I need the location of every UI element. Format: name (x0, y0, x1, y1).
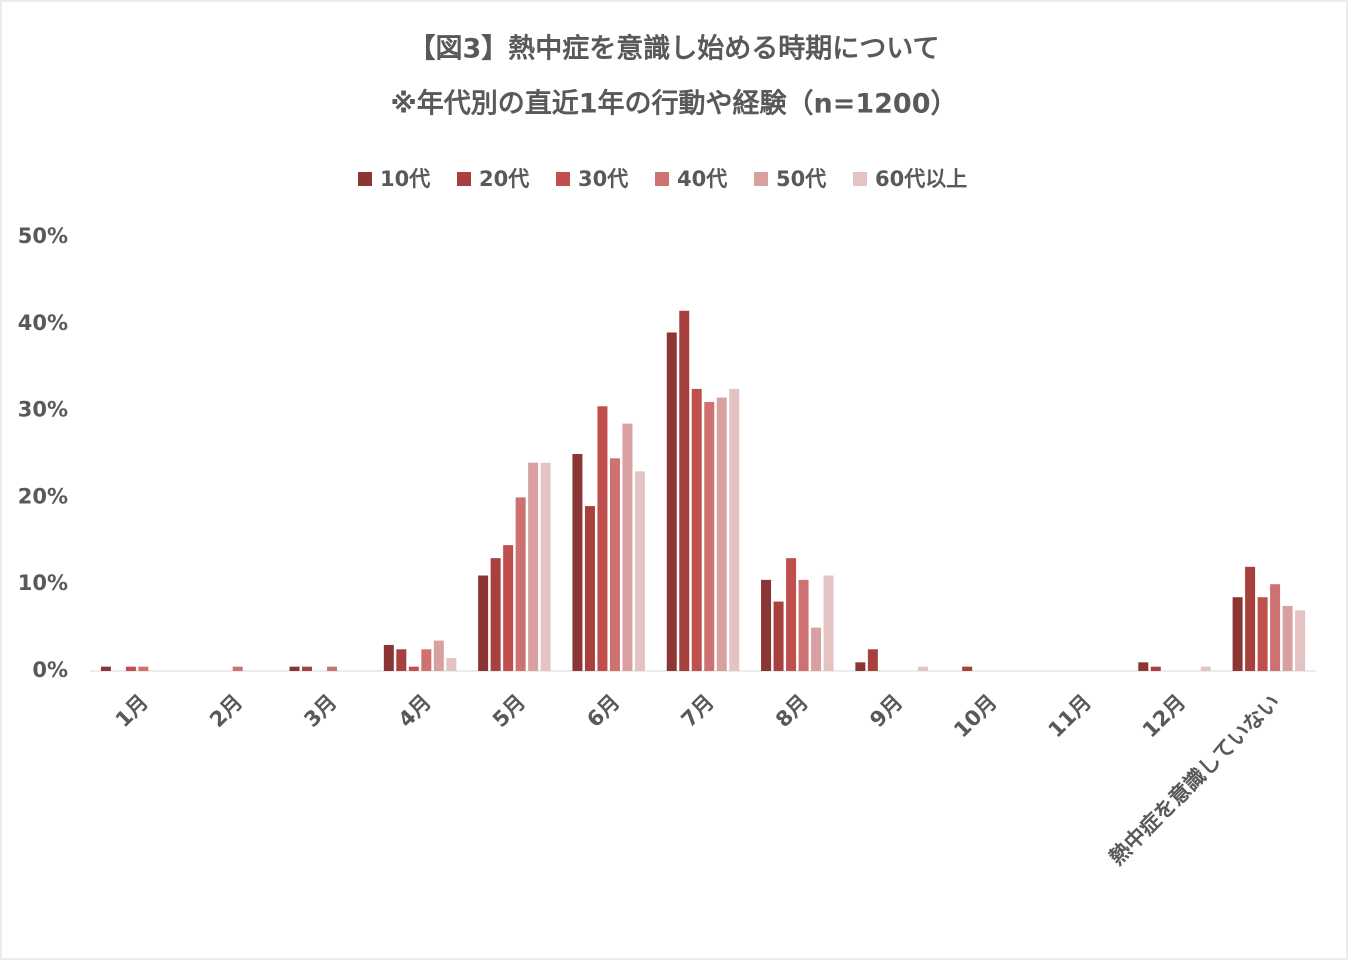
bar (1200, 666, 1211, 671)
legend-swatch (853, 172, 867, 186)
bar (503, 545, 514, 671)
bar (823, 575, 834, 671)
bar (773, 601, 784, 671)
bar (327, 666, 338, 671)
bar (289, 666, 300, 671)
bar (1295, 610, 1306, 671)
bar (786, 558, 797, 671)
bar (1282, 605, 1293, 671)
y-tick-label: 40% (18, 311, 68, 335)
legend-label: 20代 (479, 167, 529, 191)
bar (396, 649, 407, 671)
bar (798, 579, 809, 671)
bar (1150, 666, 1161, 671)
bar (232, 666, 243, 671)
bar (679, 310, 690, 671)
bar (691, 388, 702, 671)
chart-title: 【図3】熱中症を意識し始める時期について (409, 33, 940, 65)
legend-label: 50代 (776, 167, 826, 191)
bar (716, 397, 727, 671)
y-tick-label: 50% (18, 224, 68, 248)
bar (962, 666, 973, 671)
bar (622, 423, 633, 671)
y-tick-label: 0% (32, 658, 68, 682)
legend-label: 30代 (578, 167, 628, 191)
legend-swatch (457, 172, 471, 186)
bar (478, 575, 489, 671)
bar (729, 388, 740, 671)
bar (433, 640, 444, 671)
bar (421, 649, 432, 671)
bar (138, 666, 149, 671)
bar (811, 627, 822, 671)
bar (572, 454, 583, 671)
bar (100, 666, 111, 671)
y-tick-label: 30% (18, 398, 68, 422)
bar (867, 649, 878, 671)
bar (1257, 597, 1268, 671)
legend-label: 10代 (380, 167, 430, 191)
legend-swatch (358, 172, 372, 186)
bar (490, 558, 501, 671)
legend-label: 40代 (677, 167, 727, 191)
bar (383, 644, 394, 671)
bar (515, 497, 526, 671)
bar (584, 506, 595, 671)
bar (446, 657, 457, 671)
bar (408, 666, 419, 671)
y-tick-label: 10% (18, 571, 68, 595)
y-tick-label: 20% (18, 484, 68, 508)
bar (528, 462, 539, 671)
bar (597, 406, 608, 671)
legend-swatch (556, 172, 570, 186)
bar (704, 401, 715, 671)
bar (1232, 597, 1243, 671)
bar (666, 332, 677, 671)
bar (761, 579, 772, 671)
bar (855, 662, 866, 671)
bar (125, 666, 136, 671)
bar (917, 666, 928, 671)
legend-label: 60代以上 (875, 167, 967, 191)
bar (634, 471, 645, 671)
chart-subtitle: ※年代別の直近1年の行動や経験（n=1200） (390, 88, 957, 120)
bar (609, 458, 620, 671)
bar (1270, 584, 1281, 671)
bar (540, 462, 551, 671)
legend-swatch (655, 172, 669, 186)
bar (1138, 662, 1149, 671)
bar (1245, 566, 1256, 671)
legend-swatch (754, 172, 768, 186)
bar (302, 666, 313, 671)
